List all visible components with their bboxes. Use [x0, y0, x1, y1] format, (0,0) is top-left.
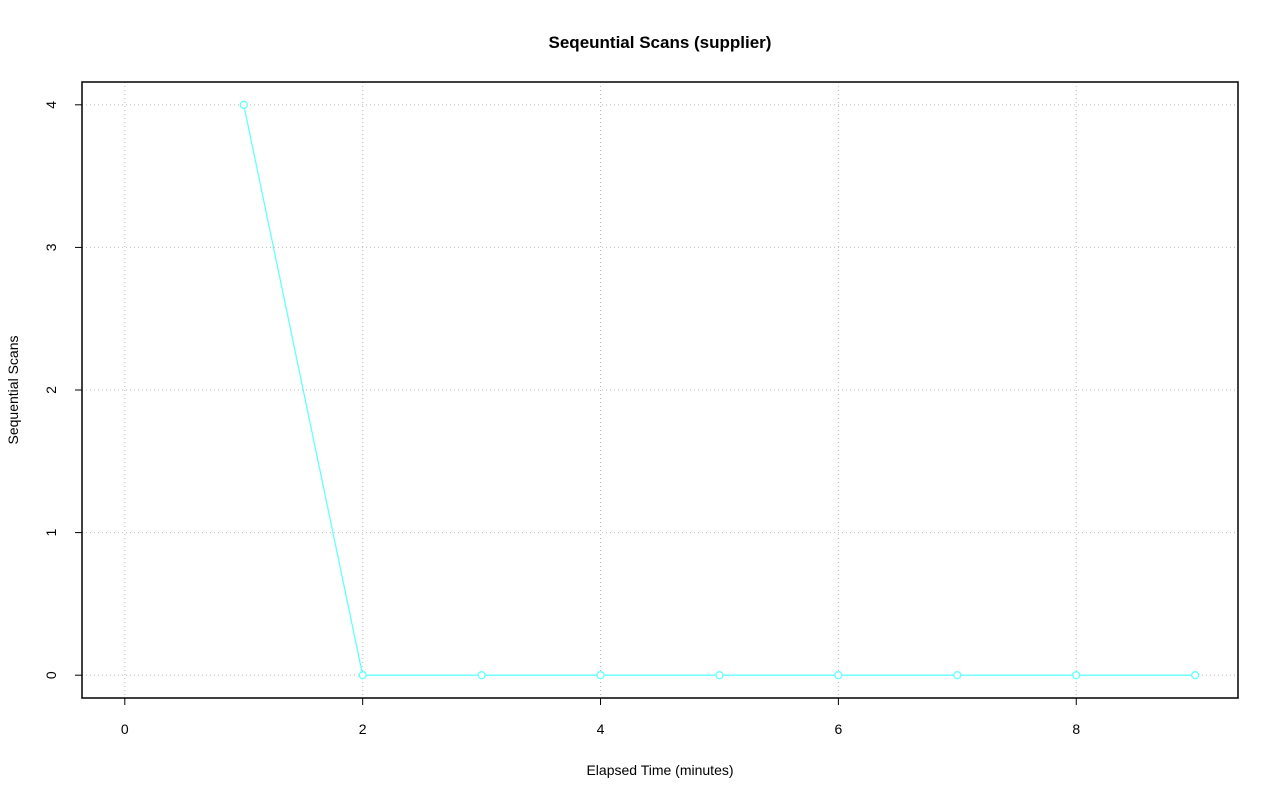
x-tick-label: 2 — [359, 721, 367, 737]
point — [239, 100, 248, 109]
point — [715, 671, 724, 680]
x-tick-label: 6 — [834, 721, 842, 737]
y-tick-label: 3 — [43, 243, 59, 251]
point — [596, 671, 605, 680]
x-tick-label: 8 — [1072, 721, 1080, 737]
point — [1072, 671, 1081, 680]
y-tick-label: 1 — [43, 528, 59, 536]
point — [477, 671, 486, 680]
plot-frame — [81, 81, 1239, 699]
point — [834, 671, 843, 680]
point — [358, 671, 367, 680]
y-axis-label: Sequential Scans — [5, 336, 21, 445]
x-tick-label: 4 — [597, 721, 605, 737]
x-tick-label: 0 — [121, 721, 129, 737]
x-axis-label: Elapsed Time (minutes) — [586, 762, 733, 778]
point — [1191, 671, 1200, 680]
chart-title: Seqeuntial Scans (supplier) — [549, 33, 772, 52]
y-tick-label: 2 — [43, 386, 59, 394]
y-tick-label: 4 — [43, 101, 59, 109]
y-tick-label: 0 — [43, 671, 59, 679]
point — [953, 671, 962, 680]
